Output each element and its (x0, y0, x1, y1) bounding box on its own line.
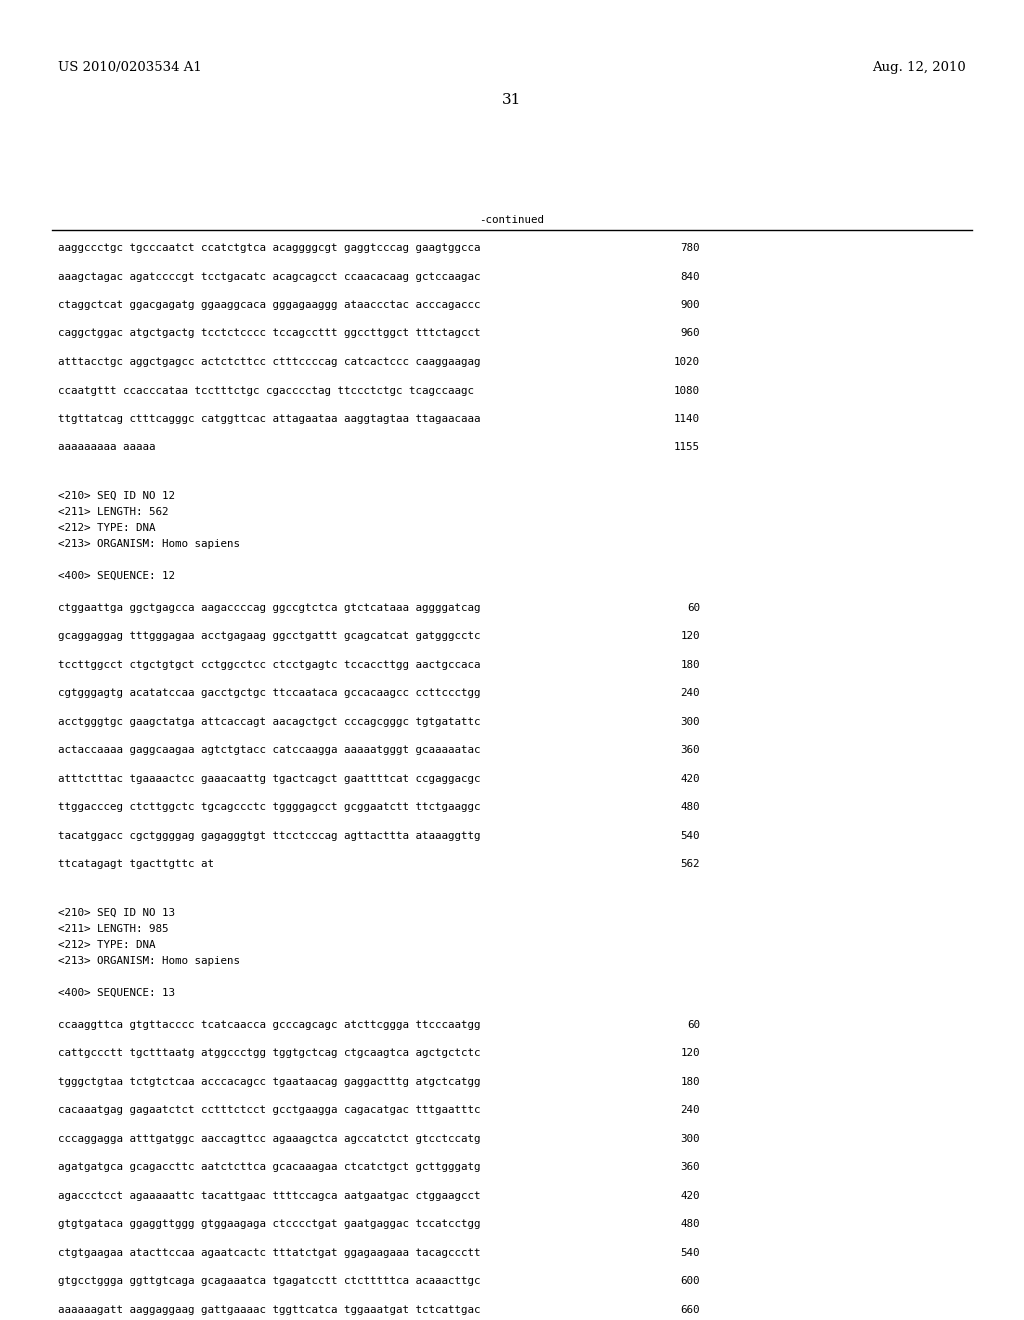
Text: 900: 900 (681, 300, 700, 310)
Text: 180: 180 (681, 660, 700, 671)
Text: 780: 780 (681, 243, 700, 253)
Text: tccttggcct ctgctgtgct cctggcctcc ctcctgagtc tccaccttgg aactgccaca: tccttggcct ctgctgtgct cctggcctcc ctcctga… (58, 660, 480, 671)
Text: ttgttatcag ctttcagggc catggttcac attagaataa aaggtagtaa ttagaacaaa: ttgttatcag ctttcagggc catggttcac attagaa… (58, 414, 480, 424)
Text: <210> SEQ ID NO 12: <210> SEQ ID NO 12 (58, 491, 175, 502)
Text: 480: 480 (681, 1220, 700, 1229)
Text: 360: 360 (681, 1163, 700, 1172)
Text: -continued: -continued (479, 215, 545, 224)
Text: 1020: 1020 (674, 356, 700, 367)
Text: <211> LENGTH: 985: <211> LENGTH: 985 (58, 924, 169, 935)
Text: 600: 600 (681, 1276, 700, 1287)
Text: 300: 300 (681, 1134, 700, 1144)
Text: 240: 240 (681, 689, 700, 698)
Text: acctgggtgc gaagctatga attcaccagt aacagctgct cccagcgggc tgtgatattc: acctgggtgc gaagctatga attcaccagt aacagct… (58, 717, 480, 727)
Text: <400> SEQUENCE: 12: <400> SEQUENCE: 12 (58, 572, 175, 581)
Text: <211> LENGTH: 562: <211> LENGTH: 562 (58, 507, 169, 517)
Text: ttcatagagt tgacttgttc at: ttcatagagt tgacttgttc at (58, 859, 214, 870)
Text: gcaggaggag tttgggagaa acctgagaag ggcctgattt gcagcatcat gatgggcctc: gcaggaggag tttgggagaa acctgagaag ggcctga… (58, 631, 480, 642)
Text: 60: 60 (687, 1020, 700, 1030)
Text: <210> SEQ ID NO 13: <210> SEQ ID NO 13 (58, 908, 175, 917)
Text: US 2010/0203534 A1: US 2010/0203534 A1 (58, 62, 202, 74)
Text: 1140: 1140 (674, 414, 700, 424)
Text: actaccaaaa gaggcaagaa agtctgtacc catccaagga aaaaatgggt gcaaaaatac: actaccaaaa gaggcaagaa agtctgtacc catccaa… (58, 746, 480, 755)
Text: 31: 31 (503, 92, 521, 107)
Text: <213> ORGANISM: Homo sapiens: <213> ORGANISM: Homo sapiens (58, 539, 240, 549)
Text: cacaaatgag gagaatctct cctttctcct gcctgaagga cagacatgac tttgaatttc: cacaaatgag gagaatctct cctttctcct gcctgaa… (58, 1105, 480, 1115)
Text: ctgtgaagaa atacttccaa agaatcactc tttatctgat ggagaagaaa tacagccctt: ctgtgaagaa atacttccaa agaatcactc tttatct… (58, 1247, 480, 1258)
Text: 180: 180 (681, 1077, 700, 1086)
Text: ctaggctcat ggacgagatg ggaaggcaca gggagaaggg ataaccctac acccagaccc: ctaggctcat ggacgagatg ggaaggcaca gggagaa… (58, 300, 480, 310)
Text: cccaggagga atttgatggc aaccagttcc agaaagctca agccatctct gtcctccatg: cccaggagga atttgatggc aaccagttcc agaaagc… (58, 1134, 480, 1144)
Text: 840: 840 (681, 272, 700, 281)
Text: aaggccctgc tgcccaatct ccatctgtca acaggggcgt gaggtcccag gaagtggcca: aaggccctgc tgcccaatct ccatctgtca acagggg… (58, 243, 480, 253)
Text: <212> TYPE: DNA: <212> TYPE: DNA (58, 940, 156, 950)
Text: <400> SEQUENCE: 13: <400> SEQUENCE: 13 (58, 987, 175, 998)
Text: 420: 420 (681, 774, 700, 784)
Text: agatgatgca gcagaccttc aatctcttca gcacaaagaa ctcatctgct gcttgggatg: agatgatgca gcagaccttc aatctcttca gcacaaa… (58, 1163, 480, 1172)
Text: <213> ORGANISM: Homo sapiens: <213> ORGANISM: Homo sapiens (58, 956, 240, 966)
Text: cattgccctt tgctttaatg atggccctgg tggtgctcag ctgcaagtca agctgctctc: cattgccctt tgctttaatg atggccctgg tggtgct… (58, 1048, 480, 1059)
Text: 540: 540 (681, 832, 700, 841)
Text: cgtgggagtg acatatccaa gacctgctgc ttccaataca gccacaagcc ccttccctgg: cgtgggagtg acatatccaa gacctgctgc ttccaat… (58, 689, 480, 698)
Text: 300: 300 (681, 717, 700, 727)
Text: ccaaggttca gtgttacccc tcatcaacca gcccagcagc atcttcggga ttcccaatgg: ccaaggttca gtgttacccc tcatcaacca gcccagc… (58, 1020, 480, 1030)
Text: 1080: 1080 (674, 385, 700, 396)
Text: 240: 240 (681, 1105, 700, 1115)
Text: atttctttac tgaaaactcc gaaacaattg tgactcagct gaattttcat ccgaggacgc: atttctttac tgaaaactcc gaaacaattg tgactca… (58, 774, 480, 784)
Text: 480: 480 (681, 803, 700, 812)
Text: Aug. 12, 2010: Aug. 12, 2010 (872, 62, 966, 74)
Text: ttggaccceg ctcttggctc tgcagccctc tggggagcct gcggaatctt ttctgaaggc: ttggaccceg ctcttggctc tgcagccctc tggggag… (58, 803, 480, 812)
Text: ctggaattga ggctgagcca aagaccccag ggccgtctca gtctcataaa aggggatcag: ctggaattga ggctgagcca aagaccccag ggccgtc… (58, 603, 480, 612)
Text: aaaaaagatt aaggaggaag gattgaaaac tggttcatca tggaaatgat tctcattgac: aaaaaagatt aaggaggaag gattgaaaac tggttca… (58, 1305, 480, 1315)
Text: 540: 540 (681, 1247, 700, 1258)
Text: atttacctgc aggctgagcc actctcttcc ctttccccag catcactccc caaggaagag: atttacctgc aggctgagcc actctcttcc ctttccc… (58, 356, 480, 367)
Text: aaagctagac agatccccgt tcctgacatc acagcagcct ccaacacaag gctccaagac: aaagctagac agatccccgt tcctgacatc acagcag… (58, 272, 480, 281)
Text: caggctggac atgctgactg tcctctcccc tccagccttt ggccttggct tttctagcct: caggctggac atgctgactg tcctctcccc tccagcc… (58, 329, 480, 338)
Text: 562: 562 (681, 859, 700, 870)
Text: 1155: 1155 (674, 442, 700, 453)
Text: tacatggacc cgctggggag gagagggtgt ttcctcccag agttacttta ataaaggttg: tacatggacc cgctggggag gagagggtgt ttcctcc… (58, 832, 480, 841)
Text: agaccctcct agaaaaattc tacattgaac ttttccagca aatgaatgac ctggaagcct: agaccctcct agaaaaattc tacattgaac ttttcca… (58, 1191, 480, 1201)
Text: 660: 660 (681, 1305, 700, 1315)
Text: 360: 360 (681, 746, 700, 755)
Text: 60: 60 (687, 603, 700, 612)
Text: gtgtgataca ggaggttggg gtggaagaga ctcccctgat gaatgaggac tccatcctgg: gtgtgataca ggaggttggg gtggaagaga ctcccct… (58, 1220, 480, 1229)
Text: aaaaaaaaa aaaaa: aaaaaaaaa aaaaa (58, 442, 156, 453)
Text: <212> TYPE: DNA: <212> TYPE: DNA (58, 523, 156, 533)
Text: 120: 120 (681, 631, 700, 642)
Text: ccaatgttt ccacccataa tcctttctgc cgacccctag ttccctctgc tcagccaagc: ccaatgttt ccacccataa tcctttctgc cgacccct… (58, 385, 474, 396)
Text: 960: 960 (681, 329, 700, 338)
Text: tgggctgtaa tctgtctcaa acccacagcc tgaataacag gaggactttg atgctcatgg: tgggctgtaa tctgtctcaa acccacagcc tgaataa… (58, 1077, 480, 1086)
Text: gtgcctggga ggttgtcaga gcagaaatca tgagatcctt ctctttttca acaaacttgc: gtgcctggga ggttgtcaga gcagaaatca tgagatc… (58, 1276, 480, 1287)
Text: 120: 120 (681, 1048, 700, 1059)
Text: 420: 420 (681, 1191, 700, 1201)
